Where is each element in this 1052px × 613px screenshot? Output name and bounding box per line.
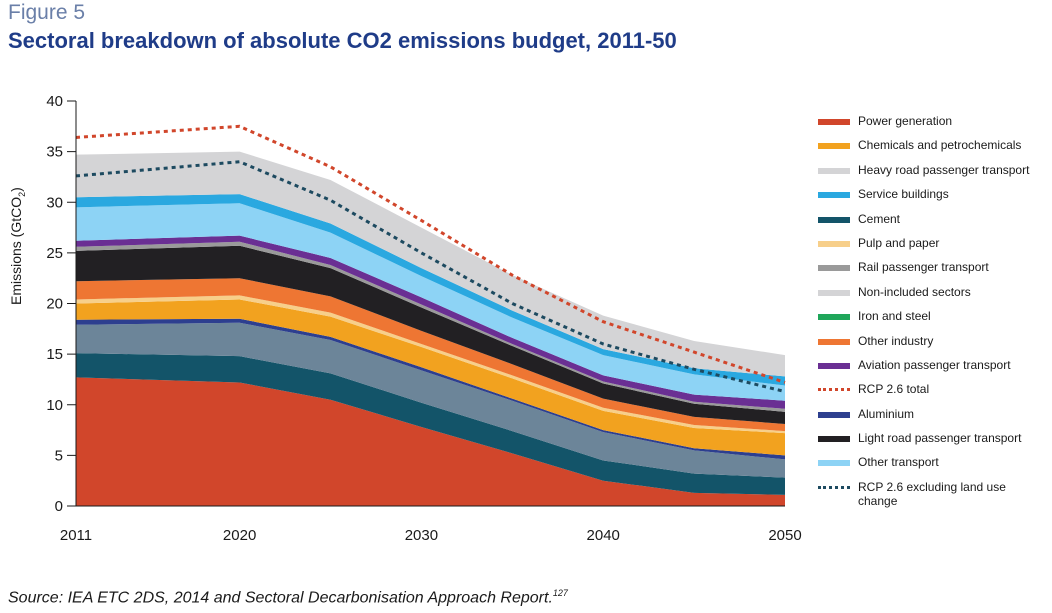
- legend-label: Non-included sectors: [858, 284, 971, 299]
- legend-item: Iron and steel: [818, 309, 1048, 333]
- series-areas: [76, 151, 785, 506]
- legend-label: RCP 2.6 total: [858, 382, 930, 397]
- legend-swatch: [818, 240, 850, 247]
- legend-swatch: [818, 485, 850, 489]
- legend-swatch: [818, 143, 850, 150]
- legend-swatch: [818, 192, 850, 199]
- line-rcp-2-6-excluding-land-use-change: [75, 160, 786, 394]
- area-light-road-passenger-transport: [76, 245, 785, 424]
- axes: 0 5 10 15 20 25 30 35 40 2011 2020 2030 2040 2050: [46, 93, 801, 544]
- line-rcp-2-6-total: [75, 124, 786, 384]
- legend-label: Other transport: [858, 455, 939, 470]
- legend-item: Light road passenger transport: [818, 431, 1048, 455]
- legend-item: Service buildings: [818, 187, 1048, 211]
- area-chemicals-and-petrochemicals: [76, 299, 785, 456]
- legend: Power generation Chemicals and petrochemi…: [818, 114, 1048, 508]
- x-tick-label: 2050: [768, 527, 801, 544]
- legend-item: Power generation: [818, 114, 1048, 138]
- legend-label: Iron and steel: [858, 309, 931, 324]
- y-axis-label: Emissions (GtCO2): [8, 187, 27, 305]
- y-tick-label: 40: [46, 93, 63, 110]
- legend-item: Aviation passenger transport: [818, 358, 1048, 382]
- area-other-transport-light-blue-: [76, 203, 785, 401]
- legend-item: Chemicals and petrochemicals: [818, 138, 1048, 162]
- legend-item: Heavy road passenger transport: [818, 163, 1048, 187]
- legend-swatch: [818, 216, 850, 223]
- legend-item: Other transport: [818, 455, 1048, 479]
- legend-swatch: [818, 411, 850, 418]
- legend-item: Non-included sectors: [818, 285, 1048, 309]
- legend-swatch: [818, 388, 850, 392]
- legend-item: RCP 2.6 excluding land use change: [818, 480, 1048, 508]
- legend-item: RCP 2.6 total: [818, 382, 1048, 406]
- y-tick-label: 20: [46, 296, 63, 313]
- legend-swatch: [818, 119, 850, 125]
- x-tick-label: 2011: [60, 527, 92, 544]
- area-heavy-road-passenger-transport: [76, 151, 785, 377]
- figure-label: Figure 5: [8, 1, 86, 24]
- area-other-transport: [76, 322, 785, 478]
- y-tick-label: 30: [46, 194, 63, 211]
- x-tick-label: 2020: [223, 527, 256, 544]
- y-tick-label: 0: [55, 498, 63, 515]
- legend-swatch: [818, 314, 850, 321]
- legend-label: Aviation passenger transport: [858, 357, 1011, 372]
- rcp-lines: [75, 124, 786, 394]
- legend-item: Cement: [818, 212, 1048, 236]
- area-cement: [76, 353, 785, 495]
- legend-label: Pulp and paper: [858, 235, 940, 250]
- legend-label: Chemicals and petrochemicals: [858, 138, 1022, 153]
- legend-swatch: [818, 362, 850, 369]
- area-power-generation: [76, 377, 785, 506]
- legend-item: Rail passenger transport: [818, 260, 1048, 284]
- legend-label: Service buildings: [858, 187, 949, 202]
- source-note: Source: IEA ETC 2DS, 2014 and Sectoral D…: [8, 588, 568, 607]
- y-tick-label: 10: [46, 397, 63, 414]
- legend-label: Cement: [858, 211, 901, 226]
- legend-swatch: [818, 460, 850, 467]
- legend-swatch: [818, 436, 850, 443]
- legend-label: Rail passenger transport: [858, 260, 989, 275]
- legend-label: Other industry: [858, 333, 934, 348]
- chart-title: Sectoral breakdown of absolute CO2 emiss…: [8, 28, 677, 53]
- y-tick-label: 15: [46, 346, 63, 363]
- legend-label: Heavy road passenger transport: [858, 162, 1030, 177]
- legend-swatch: [818, 289, 850, 296]
- legend-label: Aluminium: [858, 406, 915, 421]
- legend-swatch: [818, 338, 850, 345]
- area-other-industry: [76, 278, 785, 432]
- legend-label: RCP 2.6 excluding land use change: [858, 479, 1006, 508]
- legend-item: Pulp and paper: [818, 236, 1048, 260]
- x-tick-label: 2040: [587, 527, 620, 544]
- legend-item: Aluminium: [818, 407, 1048, 431]
- y-tick-label: 35: [46, 144, 63, 161]
- x-tick-label: 2030: [405, 527, 438, 544]
- legend-item: Other industry: [818, 334, 1048, 358]
- legend-label: Light road passenger transport: [858, 431, 1022, 446]
- legend-label: Power generation: [858, 114, 953, 128]
- y-tick-label: 25: [46, 245, 63, 262]
- legend-swatch: [818, 167, 850, 174]
- y-tick-label: 5: [55, 447, 63, 464]
- legend-swatch: [818, 265, 850, 272]
